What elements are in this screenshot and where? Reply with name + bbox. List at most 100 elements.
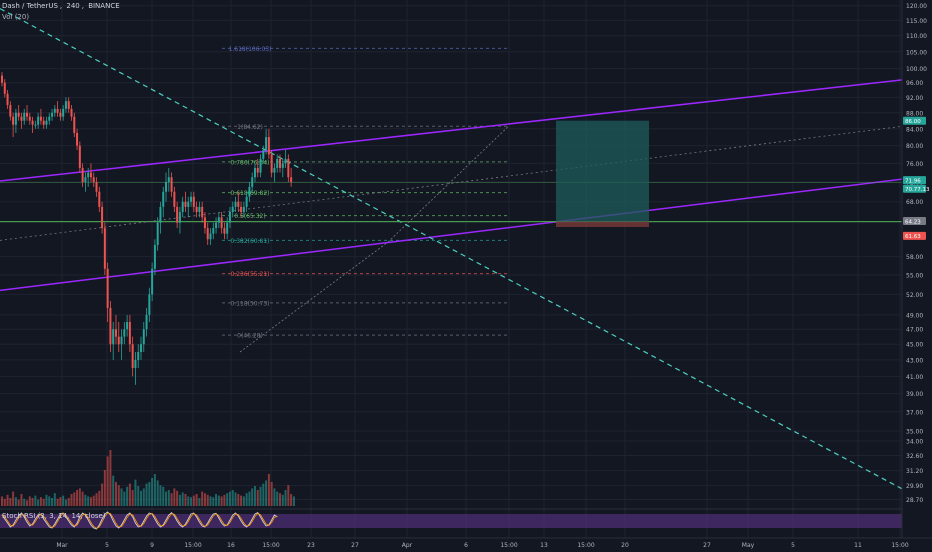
volume-bar: [1, 496, 3, 506]
parallel-midline: [0, 125, 903, 241]
volume-bar: [181, 492, 184, 506]
price-tag-label: 70.77.13: [905, 187, 930, 193]
volume-bar: [34, 495, 37, 506]
volume-bar: [73, 492, 76, 506]
volume-indicator-label[interactable]: Vol (20): [2, 13, 30, 21]
time-tick-label: Apr: [402, 542, 413, 549]
candle-body: [56, 108, 59, 113]
price-tag-bg: [903, 231, 926, 240]
candle-body: [34, 124, 37, 126]
candle-body: [14, 112, 17, 125]
volume-bar: [223, 494, 226, 506]
volume-bar: [53, 493, 56, 506]
volume-bar: [101, 483, 104, 506]
volume-bar: [70, 494, 73, 506]
price-tick-label: 35.00: [906, 428, 923, 435]
volume-bar: [39, 497, 42, 506]
volume-bar: [92, 495, 95, 506]
stoch-rsi-indicator-label[interactable]: Stoch RSI (3, 3, 14, 14, close): [2, 512, 106, 520]
volume-bar: [231, 490, 234, 506]
candle-body: [256, 167, 259, 173]
volume-bar: [162, 486, 165, 506]
candle-body: [253, 167, 256, 178]
price-tick-label: 105.00: [906, 49, 927, 56]
candle-body: [23, 112, 26, 121]
long-position-tool[interactable]: [556, 120, 649, 228]
volume-bar: [14, 497, 17, 506]
volume-bar: [67, 498, 70, 506]
channel-upper-line: [0, 79, 903, 182]
price-tick-label: 37.00: [906, 409, 923, 416]
candle-body: [1, 75, 3, 83]
candle-body: [190, 196, 193, 202]
volume-bar: [140, 490, 142, 506]
candle-body: [145, 314, 148, 330]
candle-body: [109, 307, 112, 345]
volume-bar: [234, 492, 237, 506]
candle-body: [181, 201, 184, 213]
volume-bar: [9, 498, 12, 506]
time-tick-label: 5: [105, 542, 109, 549]
candle-body: [156, 222, 159, 245]
price-tick-label: 34.00: [906, 438, 923, 445]
candle-body: [209, 233, 212, 240]
volume-bar: [237, 494, 240, 506]
price-axis[interactable]: 120.00 115.00 110.00 105.00 100.00 96.00 92.00…: [901, 0, 932, 550]
trend-lines[interactable]: [0, 8, 903, 490]
volume-bar: [42, 498, 45, 506]
symbol-header[interactable]: Dash / TetherUS, 240, BINANCE: [2, 2, 122, 10]
volume-bar: [276, 491, 279, 506]
candle-body: [81, 167, 84, 183]
volume-bar: [167, 490, 170, 506]
candle-body: [279, 158, 281, 168]
candle-body: [53, 108, 56, 113]
candle-body: [167, 177, 170, 183]
symbol-name: Dash / TetherUS: [2, 2, 58, 10]
volume-bar: [142, 488, 145, 506]
price-tick-label: 115.00: [906, 18, 927, 25]
volume-bar: [262, 483, 265, 506]
volume-bar: [23, 498, 26, 506]
price-tick-label: 100.00: [906, 66, 927, 73]
volume-bar: [12, 491, 15, 506]
volume-bar: [17, 499, 20, 506]
stoch-rsi-k-line: [1, 511, 278, 530]
fibonacci-retracement[interactable]: 1.618(106.03)1(84.62)0.786(76.34)0.618(6…: [222, 46, 509, 353]
candle-body: [98, 191, 101, 207]
candle-body: [151, 268, 154, 295]
price-tag-label: 71.96: [905, 178, 921, 184]
header-sep2: ,: [81, 2, 87, 10]
candle-body: [101, 206, 104, 229]
volume-bar: [265, 480, 268, 506]
fib-level-label: 0.786(76.34): [230, 159, 269, 166]
candle-body: [95, 182, 98, 192]
volume-bar: [134, 479, 137, 506]
time-axis[interactable]: Mar 5 9 15:00 16 15:00 23 27 Apr 6 15:00 13 15:00 20 2…: [0, 537, 932, 549]
candle-body: [165, 182, 168, 192]
price-tag-label: 61.63: [905, 234, 921, 240]
candle-body: [234, 201, 237, 207]
volume-bar: [287, 485, 290, 506]
candle-body: [276, 158, 279, 168]
volume-bar: [153, 474, 156, 506]
candle-body: [126, 321, 129, 330]
candle-body: [242, 206, 245, 213]
volume-bar: [187, 496, 190, 506]
volume-bar: [98, 490, 101, 506]
volume-bar: [131, 490, 134, 506]
position-target-zone: [556, 120, 649, 222]
candle-body: [184, 201, 187, 207]
price-axis-bg: [902, 0, 932, 550]
symbol-interval: 240: [66, 2, 80, 10]
volume-bar: [284, 490, 287, 506]
volume-bar: [31, 498, 34, 506]
candle-body: [142, 329, 145, 345]
price-tick-label: 28.70: [906, 497, 923, 504]
volume-bar: [173, 488, 176, 506]
volume-bar: [112, 475, 115, 506]
price-tick-label: 55.00: [906, 272, 923, 279]
volume-bar: [128, 483, 131, 506]
candle-body: [31, 120, 34, 125]
